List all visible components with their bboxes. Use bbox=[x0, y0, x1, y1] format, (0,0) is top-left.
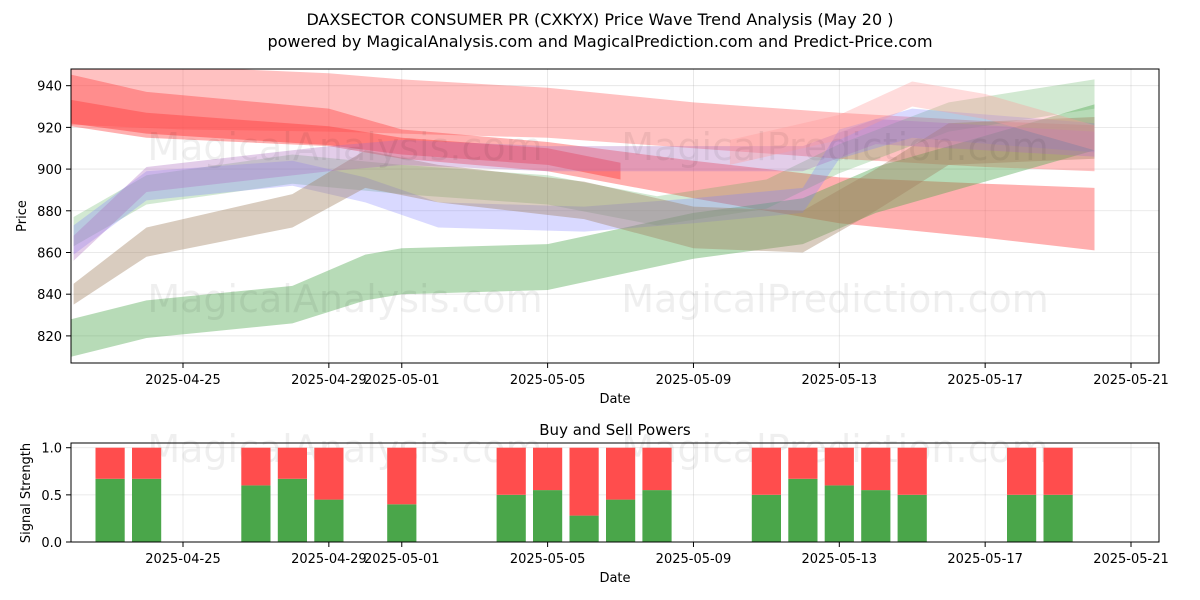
buy-power-bar bbox=[387, 504, 417, 542]
buy-power-bar bbox=[277, 478, 307, 542]
price-plot-frame bbox=[70, 68, 1160, 364]
signal-plot-frame bbox=[70, 442, 1160, 543]
signal-bars bbox=[95, 447, 1073, 542]
signal-x-tick-label: 2025-05-09 bbox=[656, 552, 732, 567]
buy-power-bar bbox=[569, 515, 599, 542]
price-x-tick-label: 2025-04-29 bbox=[291, 373, 367, 388]
price-y-tick-label: 840 bbox=[37, 288, 62, 303]
sell-power-bar bbox=[861, 447, 891, 491]
price-wave-band-red bbox=[71, 99, 621, 180]
price-wave-band-red bbox=[71, 69, 1095, 172]
signal-y-tick-label: 1.0 bbox=[41, 442, 62, 457]
sell-power-bar bbox=[1007, 447, 1037, 495]
price-x-tick-label: 2025-05-13 bbox=[802, 373, 878, 388]
signal-plot-y-axis-label: Signal Strength bbox=[19, 443, 34, 543]
signal-x-tick-label: 2025-05-17 bbox=[947, 552, 1023, 567]
price-x-tick-label: 2025-04-25 bbox=[145, 373, 221, 388]
price-wave-band-tan bbox=[73, 117, 1095, 305]
signal-x-tick-label: 2025-04-29 bbox=[291, 552, 367, 567]
buy-power-bar bbox=[1043, 494, 1073, 542]
chart-title: DAXSECTOR CONSUMER PR (CXKYX) Price Wave… bbox=[307, 10, 894, 29]
buy-power-bar bbox=[241, 485, 271, 542]
buy-power-bar bbox=[897, 494, 927, 542]
buy-power-bar bbox=[824, 485, 854, 542]
buy-power-bar bbox=[496, 494, 526, 542]
price-wave-plot: MagicalAnalysis.com MagicalPrediction.com… bbox=[15, 68, 1169, 407]
signal-y-tick-label: 0.0 bbox=[41, 536, 62, 551]
buy-sell-powers-title: Buy and Sell Powers bbox=[539, 421, 691, 439]
price-y-tick-label: 880 bbox=[37, 205, 62, 220]
price-wave-band-green bbox=[73, 79, 1095, 247]
price-y-tick-label: 820 bbox=[37, 330, 62, 345]
price-y-tick-label: 900 bbox=[37, 163, 62, 178]
sell-power-bar bbox=[751, 447, 781, 495]
watermark-text: MagicalPrediction.com bbox=[621, 277, 1049, 321]
watermark-text: MagicalAnalysis.com bbox=[147, 277, 542, 321]
buy-power-bar bbox=[314, 499, 344, 542]
price-plot-y-ticks: 820 840 860 880 900 920 940 bbox=[37, 80, 71, 345]
price-plot-x-axis-label: Date bbox=[599, 392, 630, 407]
price-wave-band-pink bbox=[729, 81, 1095, 165]
watermark-text: MagicalAnalysis.com bbox=[147, 427, 542, 471]
price-y-tick-label: 920 bbox=[37, 121, 62, 136]
price-wave-bands bbox=[71, 69, 1095, 357]
sell-power-bar bbox=[788, 447, 818, 479]
price-y-tick-label: 940 bbox=[37, 80, 62, 95]
buy-power-bar bbox=[95, 478, 125, 542]
sell-power-bar bbox=[606, 447, 636, 500]
sell-power-bar bbox=[642, 447, 672, 491]
sell-power-bar bbox=[824, 447, 854, 486]
price-x-tick-label: 2025-05-21 bbox=[1093, 373, 1169, 388]
buy-power-bar bbox=[642, 490, 672, 542]
sell-power-bar bbox=[569, 447, 599, 516]
sell-power-bar bbox=[1043, 447, 1073, 495]
sell-power-bar bbox=[95, 447, 125, 479]
signal-x-tick-label: 2025-04-25 bbox=[145, 552, 221, 567]
price-x-tick-label: 2025-05-05 bbox=[510, 373, 586, 388]
price-wave-band-purple bbox=[73, 119, 1095, 261]
sell-power-bar bbox=[132, 447, 162, 479]
watermark-text: MagicalPrediction.com bbox=[621, 125, 1049, 169]
price-x-tick-label: 2025-05-09 bbox=[656, 373, 732, 388]
buy-power-bar bbox=[788, 478, 818, 542]
signal-x-tick-label: 2025-05-01 bbox=[364, 552, 440, 567]
signal-x-tick-label: 2025-05-05 bbox=[510, 552, 586, 567]
buy-power-bar bbox=[1007, 494, 1037, 542]
sell-power-bar bbox=[277, 447, 307, 479]
price-y-tick-label: 860 bbox=[37, 246, 62, 261]
price-wave-band-blue bbox=[73, 108, 1095, 255]
price-plot-watermarks: MagicalAnalysis.com MagicalPrediction.com… bbox=[147, 125, 1048, 321]
sell-power-bar bbox=[533, 447, 563, 491]
watermark-text: MagicalAnalysis.com bbox=[147, 125, 542, 169]
price-plot-y-axis-label: Price bbox=[15, 200, 30, 232]
buy-power-bar bbox=[861, 490, 891, 542]
price-x-tick-label: 2025-05-01 bbox=[364, 373, 440, 388]
signal-plot-y-ticks: 0.0 0.5 1.0 bbox=[41, 442, 71, 551]
buy-sell-powers-plot: Buy and Sell Powers MagicalAnalysis.comM… bbox=[19, 421, 1169, 586]
signal-x-tick-label: 2025-05-13 bbox=[802, 552, 878, 567]
buy-power-bar bbox=[533, 490, 563, 542]
buy-power-bar bbox=[751, 494, 781, 542]
price-plot-grid bbox=[71, 69, 1159, 363]
chart-subtitle: powered by MagicalAnalysis.com and Magic… bbox=[267, 32, 932, 51]
buy-power-bar bbox=[606, 499, 636, 542]
signal-plot-x-axis-label: Date bbox=[599, 571, 630, 586]
price-wave-band-green bbox=[71, 104, 1095, 357]
buy-power-bar bbox=[132, 478, 162, 542]
signal-x-tick-label: 2025-05-21 bbox=[1093, 552, 1169, 567]
sell-power-bar bbox=[496, 447, 526, 495]
sell-power-bar bbox=[314, 447, 344, 500]
price-plot-background bbox=[71, 69, 1159, 363]
sell-power-bar bbox=[387, 447, 417, 505]
signal-y-tick-label: 0.5 bbox=[41, 489, 62, 504]
price-x-tick-label: 2025-05-17 bbox=[947, 373, 1023, 388]
sell-power-bar bbox=[241, 447, 271, 486]
sell-power-bar bbox=[897, 447, 927, 495]
